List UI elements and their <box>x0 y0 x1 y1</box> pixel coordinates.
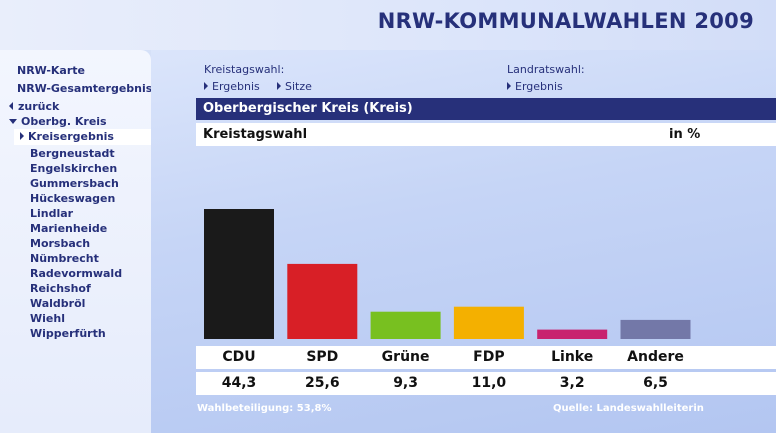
nav-link-nrw-gesamtergebnis[interactable]: NRW-Gesamtergebnis <box>17 82 153 95</box>
kreistag-ergebnis-link[interactable]: Ergebnis <box>204 80 260 93</box>
arrow-right-icon <box>20 132 24 140</box>
back-link[interactable]: zurück <box>9 100 59 113</box>
party-label: Andere <box>627 349 684 365</box>
arrow-right-icon <box>507 82 511 90</box>
link-label: Ergebnis <box>515 80 563 93</box>
link-label: Sitze <box>285 80 312 93</box>
municipality-list: Bergneustadt Engelskirchen Gummersbach H… <box>30 146 122 341</box>
sidebar-item-bergneustadt[interactable]: Bergneustadt <box>30 147 115 160</box>
region-title-bar: Oberbergischer Kreis (Kreis) <box>196 98 776 120</box>
bar-grne <box>370 311 441 339</box>
election-title: Kreistagswahl <box>203 127 308 142</box>
section-link-oberbg-kreis[interactable]: Oberbg. Kreis <box>9 115 107 128</box>
bar-spd <box>287 263 358 339</box>
unit-label: in % <box>669 127 701 142</box>
sidebar-item-nuembrecht[interactable]: Nümbrecht <box>30 252 99 265</box>
party-label: Linke <box>551 349 594 365</box>
party-value: 3,2 <box>559 375 585 391</box>
party-value: 11,0 <box>471 375 507 391</box>
sidebar-item-reichshof[interactable]: Reichshof <box>30 282 91 295</box>
header-banner: NRW-KOMMUNALWAHLEN 2009 <box>0 0 776 50</box>
arrow-down-icon <box>9 119 17 124</box>
kreistagswahl-label: Kreistagswahl: <box>204 63 285 76</box>
bar-fdp <box>453 306 524 339</box>
turnout-text: Wahlbeteiligung: 53,8% <box>197 403 332 414</box>
sidebar-item-gummersbach[interactable]: Gummersbach <box>30 177 119 190</box>
bar-andere <box>620 319 691 339</box>
sidebar-item-wipperfuerth[interactable]: Wipperfürth <box>30 327 106 340</box>
party-label: FDP <box>473 349 505 365</box>
party-value: 6,5 <box>643 375 668 391</box>
sidebar-item-engelskirchen[interactable]: Engelskirchen <box>30 162 118 175</box>
sidebar-item-label: Kreisergebnis <box>28 130 114 143</box>
party-label: CDU <box>222 349 256 365</box>
source-text: Quelle: Landeswahlleiterin <box>553 403 704 414</box>
arrow-right-icon <box>277 82 281 90</box>
sidebar <box>0 50 151 433</box>
sidebar-item-morsbach[interactable]: Morsbach <box>30 237 91 250</box>
party-value: 9,3 <box>393 375 418 391</box>
arrow-left-icon <box>9 102 13 110</box>
arrow-right-icon <box>204 82 208 90</box>
party-label: Grüne <box>381 349 430 365</box>
party-value: 25,6 <box>305 375 340 391</box>
party-value: 44,3 <box>221 375 257 391</box>
section-label: Oberbg. Kreis <box>21 115 107 128</box>
bar-cdu <box>204 209 274 339</box>
link-label: Ergebnis <box>212 80 260 93</box>
sidebar-item-radevormwald[interactable]: Radevormwald <box>30 267 123 280</box>
page-title: NRW-KOMMUNALWAHLEN 2009 <box>377 9 754 33</box>
kreistag-sitze-link[interactable]: Sitze <box>277 80 312 93</box>
back-link-label: zurück <box>18 100 60 113</box>
election-title-bar: Kreistagswahl in % <box>196 123 776 146</box>
sidebar-item-hueckeswagen[interactable]: Hückeswagen <box>30 192 116 205</box>
sidebar-item-marienheide[interactable]: Marienheide <box>30 222 108 235</box>
landratswahl-label: Landratswahl: <box>507 63 585 76</box>
sidebar-item-waldbroel[interactable]: Waldbröl <box>30 297 86 310</box>
sidebar-item-lindlar[interactable]: Lindlar <box>30 207 74 220</box>
party-label: SPD <box>306 349 339 365</box>
sidebar-item-wiehl[interactable]: Wiehl <box>30 312 65 325</box>
landrat-ergebnis-link[interactable]: Ergebnis <box>507 80 563 93</box>
party-label-row: CDU SPD Grüne FDP Linke Andere <box>196 346 776 369</box>
nav-link-nrw-karte[interactable]: NRW-Karte <box>17 64 85 77</box>
sidebar-item-kreisergebnis[interactable]: Kreisergebnis <box>14 129 151 145</box>
party-value-row: 44,3 25,6 9,3 11,0 3,2 6,5 <box>196 372 776 395</box>
bar-linke <box>537 329 608 339</box>
